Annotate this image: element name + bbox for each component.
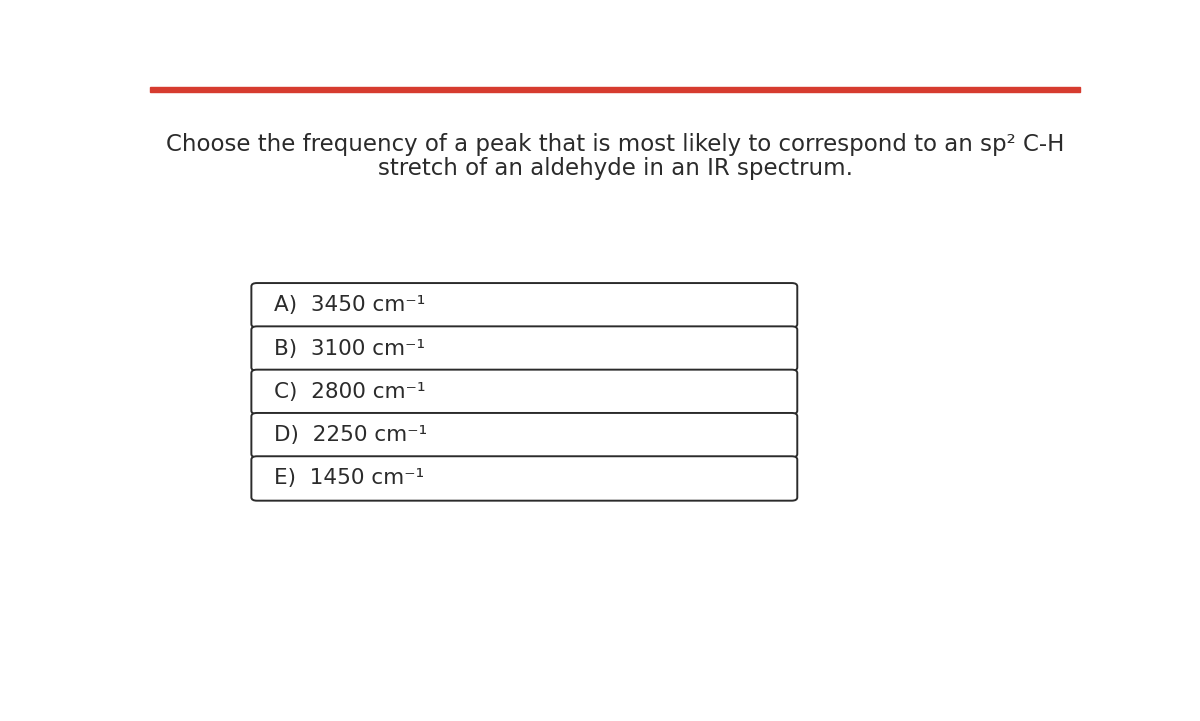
Bar	[150, 87, 1080, 92]
Text: Choose the frequency of a peak that is most likely to correspond to an sp² C-H: Choose the frequency of a peak that is m…	[166, 133, 1064, 156]
Text: stretch of an aldehyde in an IR spectrum.: stretch of an aldehyde in an IR spectrum…	[378, 156, 852, 180]
FancyBboxPatch shape	[251, 370, 797, 414]
FancyBboxPatch shape	[251, 327, 797, 371]
Text: C)  2800 cm⁻¹: C) 2800 cm⁻¹	[274, 382, 425, 402]
Text: E)  1450 cm⁻¹: E) 1450 cm⁻¹	[274, 469, 424, 488]
Text: D)  2250 cm⁻¹: D) 2250 cm⁻¹	[274, 425, 427, 445]
FancyBboxPatch shape	[251, 456, 797, 500]
Text: A)  3450 cm⁻¹: A) 3450 cm⁻¹	[274, 296, 425, 315]
Text: B)  3100 cm⁻¹: B) 3100 cm⁻¹	[274, 339, 425, 358]
FancyBboxPatch shape	[251, 413, 797, 457]
FancyBboxPatch shape	[251, 283, 797, 327]
